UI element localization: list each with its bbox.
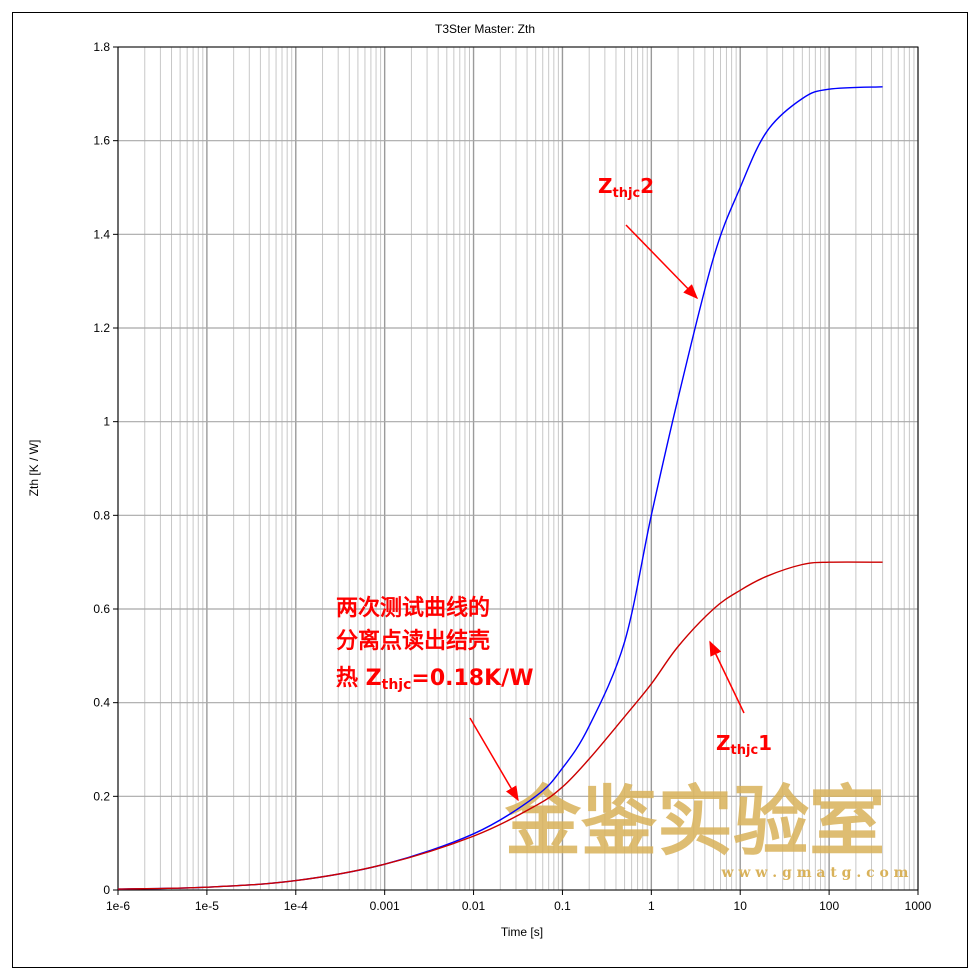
label-zthjc2: Zthjc2: [598, 174, 654, 201]
x-tick-label: 1e-4: [284, 899, 308, 913]
watermark-url: w w w . g m a t g . c o m: [721, 865, 909, 881]
y-tick-label: 0: [103, 883, 110, 897]
y-tick-label: 0.6: [93, 602, 110, 616]
y-tick-label: 1.8: [93, 40, 110, 54]
chart-title: T3Ster Master: Zth: [435, 22, 535, 36]
grid: [117, 46, 919, 891]
y-tick-label: 0.8: [93, 508, 110, 522]
x-tick-label: 1000: [905, 899, 932, 913]
x-tick-label: 1e-5: [195, 899, 219, 913]
arrow-separation-point: [469, 717, 519, 802]
note-line-3: 热 Zthjc=0.18K/W: [336, 665, 533, 693]
watermark-logo: 金鉴实验室: [504, 777, 885, 866]
chart-frame: [12, 12, 968, 968]
series-layer: [117, 86, 883, 890]
y-axis-label: Zth [K / W]: [27, 440, 41, 497]
y-tick-label: 0.2: [93, 789, 110, 803]
x-tick-label: 0.1: [554, 899, 571, 913]
note-line-1: 两次测试曲线的: [336, 595, 490, 621]
y-tick-label: 1.2: [93, 321, 110, 335]
x-axis: 1e-6 1e-5 1e-4 0.001 0.01 0.1 1 10 100 1000: [106, 890, 932, 913]
x-tick-label: 100: [819, 899, 839, 913]
y-tick-label: 1: [103, 415, 110, 429]
x-axis-label: Time [s]: [501, 925, 543, 939]
x-tick-label: 1: [648, 899, 655, 913]
x-tick-label: 1e-6: [106, 899, 130, 913]
arrow-zthjc2: [625, 224, 699, 300]
plot-area: [117, 46, 919, 891]
series-line-2: [117, 561, 883, 890]
arrow-zthjc1: [709, 640, 745, 714]
x-tick-label: 0.001: [370, 899, 400, 913]
y-tick-label: 1.6: [93, 134, 110, 148]
note-line-2: 分离点读出结壳: [336, 628, 490, 654]
x-tick-label: 0.01: [462, 899, 486, 913]
label-zthjc1: Zthjc1: [716, 731, 772, 758]
y-axis: 0 0.2 0.4 0.6 0.8 1 1.2 1.4 1.6 1.8: [93, 40, 118, 897]
y-tick-label: 1.4: [93, 227, 110, 241]
x-tick-label: 10: [734, 899, 748, 913]
y-tick-label: 0.4: [93, 696, 110, 710]
